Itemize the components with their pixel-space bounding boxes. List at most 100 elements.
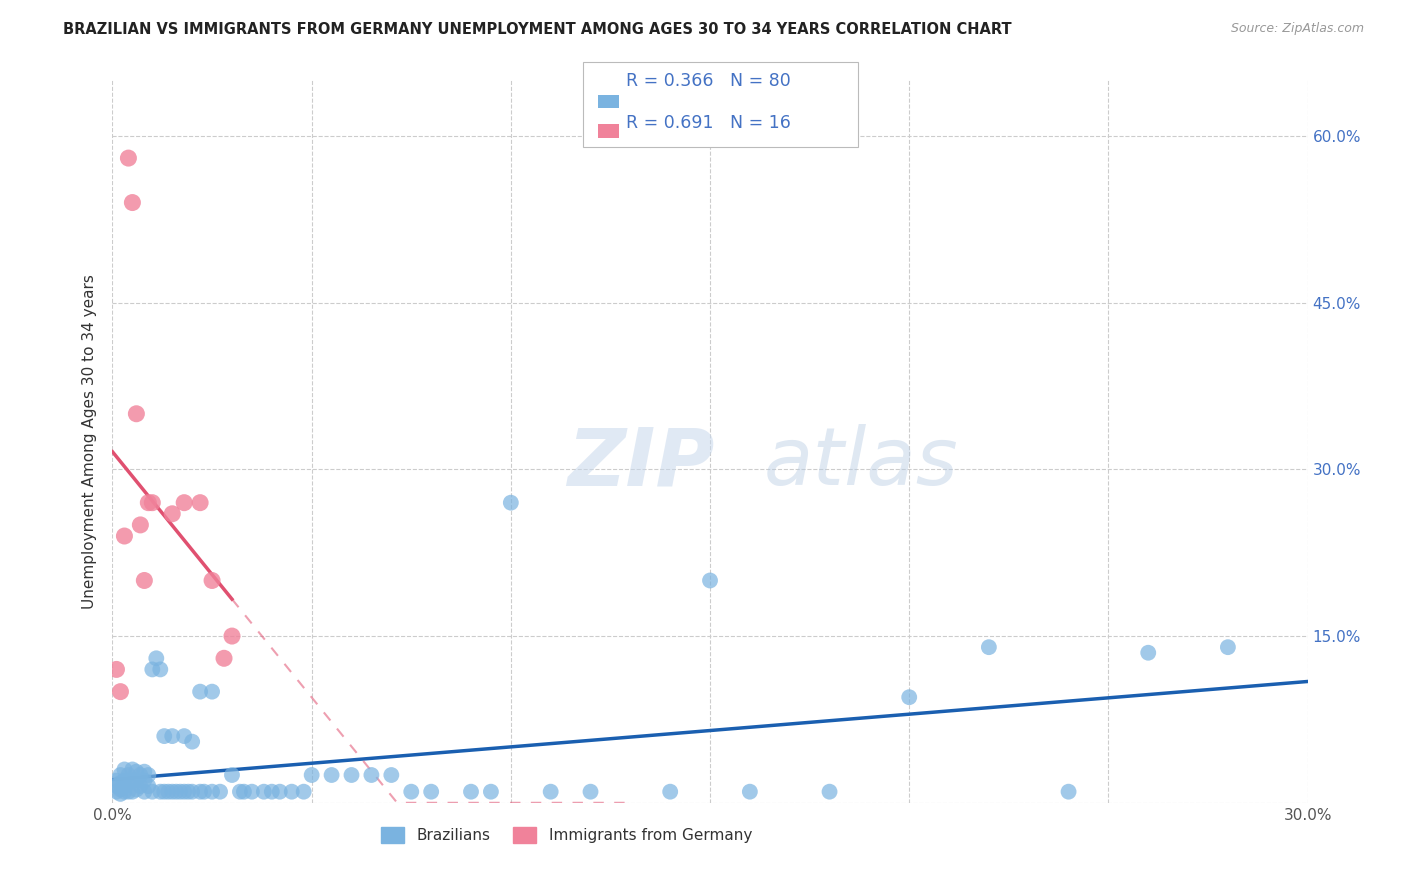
Point — [209, 785, 232, 799]
Point — [117, 151, 139, 165]
Point — [321, 768, 343, 782]
Point — [134, 773, 156, 788]
Text: R = 0.691   N = 16: R = 0.691 N = 16 — [626, 114, 790, 132]
Point — [162, 785, 183, 799]
Point — [157, 785, 180, 799]
Point — [201, 574, 224, 588]
Point — [1057, 785, 1080, 799]
Point — [169, 785, 191, 799]
Y-axis label: Unemployment Among Ages 30 to 34 years: Unemployment Among Ages 30 to 34 years — [82, 274, 97, 609]
Point — [129, 768, 152, 782]
Point — [125, 407, 148, 421]
Point — [125, 764, 148, 779]
Point — [253, 785, 276, 799]
Point — [177, 785, 200, 799]
Point — [138, 496, 160, 510]
Point — [114, 529, 135, 543]
Point — [138, 768, 160, 782]
Point — [201, 684, 224, 698]
Point — [105, 773, 128, 788]
Point — [121, 195, 143, 210]
Point — [105, 785, 128, 799]
Point — [460, 785, 482, 799]
Point — [105, 662, 128, 676]
Point — [221, 629, 243, 643]
Point — [173, 785, 195, 799]
Point — [188, 684, 211, 698]
Point — [540, 785, 562, 799]
Text: ZIP: ZIP — [567, 425, 714, 502]
Point — [181, 734, 204, 748]
Point — [134, 574, 156, 588]
Point — [110, 782, 132, 797]
Point — [193, 785, 215, 799]
Point — [401, 785, 423, 799]
Point — [121, 785, 143, 799]
Point — [162, 729, 183, 743]
Text: BRAZILIAN VS IMMIGRANTS FROM GERMANY UNEMPLOYMENT AMONG AGES 30 TO 34 YEARS CORR: BRAZILIAN VS IMMIGRANTS FROM GERMANY UNE… — [63, 22, 1012, 37]
Point — [153, 729, 176, 743]
Point — [134, 764, 156, 779]
Point — [117, 776, 139, 790]
Text: Source: ZipAtlas.com: Source: ZipAtlas.com — [1230, 22, 1364, 36]
Point — [240, 785, 263, 799]
Point — [301, 768, 323, 782]
Point — [145, 651, 167, 665]
Point — [141, 662, 163, 676]
Point — [117, 768, 139, 782]
Point — [201, 785, 224, 799]
Point — [188, 785, 211, 799]
Point — [233, 785, 256, 799]
Point — [125, 773, 148, 788]
Point — [114, 785, 135, 799]
Point — [105, 779, 128, 793]
Point — [699, 574, 721, 588]
Point — [114, 779, 135, 793]
Point — [141, 785, 163, 799]
Point — [281, 785, 304, 799]
Point — [221, 768, 243, 782]
Point — [659, 785, 682, 799]
Point — [153, 785, 176, 799]
Point — [110, 768, 132, 782]
Point — [134, 785, 156, 799]
Point — [499, 496, 522, 510]
Point — [479, 785, 502, 799]
Point — [229, 785, 252, 799]
Legend: Brazilians, Immigrants from Germany: Brazilians, Immigrants from Germany — [375, 822, 758, 849]
Text: R = 0.366   N = 80: R = 0.366 N = 80 — [626, 72, 790, 90]
Point — [141, 496, 163, 510]
Point — [110, 684, 132, 698]
Point — [340, 768, 363, 782]
Point — [173, 496, 195, 510]
Point — [114, 763, 135, 777]
Point — [1216, 640, 1239, 655]
Point — [212, 651, 235, 665]
Point — [420, 785, 443, 799]
Point — [138, 779, 160, 793]
Point — [149, 662, 172, 676]
Point — [380, 768, 402, 782]
Point — [1137, 646, 1160, 660]
Point — [181, 785, 204, 799]
Point — [121, 763, 143, 777]
Point — [260, 785, 283, 799]
Text: atlas: atlas — [763, 425, 959, 502]
Point — [117, 785, 139, 799]
Point — [125, 782, 148, 797]
Point — [110, 776, 132, 790]
Point — [149, 785, 172, 799]
Point — [121, 773, 143, 788]
Point — [165, 785, 187, 799]
Point — [579, 785, 602, 799]
Point — [110, 787, 132, 801]
Point — [360, 768, 382, 782]
Point — [162, 507, 183, 521]
Point — [269, 785, 291, 799]
Point — [188, 496, 211, 510]
Point — [898, 690, 921, 705]
Point — [173, 729, 195, 743]
Point — [129, 779, 152, 793]
Point — [818, 785, 841, 799]
Point — [738, 785, 761, 799]
